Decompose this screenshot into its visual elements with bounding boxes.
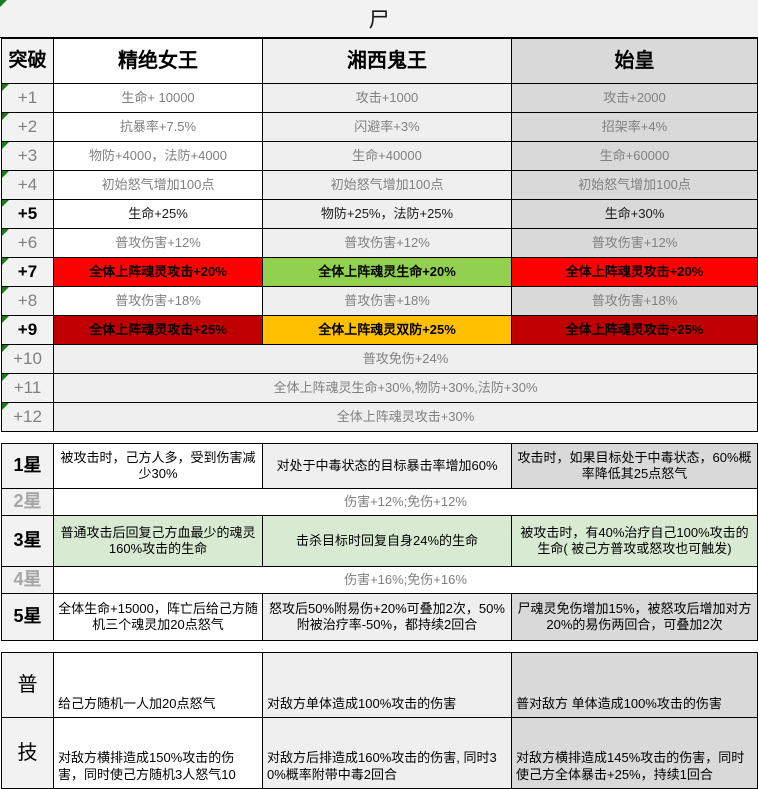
breakthrough-cell-highlight: 全体上阵魂灵生命+20%: [262, 257, 512, 287]
table-row: +1 生命+ 10000 攻击+1000 攻击+2000: [1, 83, 758, 113]
breakthrough-level-label: +3: [1, 141, 54, 171]
star-level-label: 2星: [1, 488, 54, 516]
breakthrough-cell: 招架率+4%: [511, 112, 758, 142]
breakthrough-cell-highlight: 全体上阵魂灵双防+25%: [262, 315, 512, 345]
star-cell-merged: 伤害+12%;免伤+12%: [53, 488, 758, 516]
table-row: +6 普攻伤害+12% 普攻伤害+12% 普攻伤害+12%: [1, 228, 758, 258]
breakthrough-level-label: +9: [1, 315, 54, 345]
breakthrough-cell-highlight: 全体上阵魂灵攻击+20%: [511, 257, 758, 287]
breakthrough-level-label: +12: [1, 402, 54, 432]
table-row: 3星 普通攻击后回复己方血最少的魂灵160%攻击的生命 击杀目标时回复自身24%…: [1, 515, 758, 567]
table-row: 5星 全体生命+15000，阵亡后给己方随机三个魂灵加20点怒气 怒攻后50%附…: [1, 593, 758, 641]
skill-cell: 给己方随机一人加20点怒气: [53, 652, 263, 718]
star-table: 1星 被攻击时，己方人多，受到伤害减少30% 对处于中毒状态的目标暴击率增加60…: [1, 443, 758, 641]
breakthrough-level-label: +2: [1, 112, 54, 142]
table-row: +12 全体上阵魂灵攻击+30%: [1, 402, 758, 432]
breakthrough-header-row: 突破 精绝女王 湘西鬼王 始皇: [1, 38, 758, 84]
column-header-shihuang: 始皇: [511, 38, 758, 84]
table-row: 普 给己方随机一人加20点怒气 对敌方单体造成100%攻击的伤害 普对敌方 单体…: [1, 652, 758, 718]
breakthrough-cell: 攻击+1000: [262, 83, 512, 113]
breakthrough-level-label: +8: [1, 286, 54, 316]
breakthrough-cell-highlight: 全体上阵魂灵攻击+25%: [53, 315, 263, 345]
skill-cell: 对敌方横排造成145%攻击的伤害，同时使己方全体暴击+25%，持续1回合: [511, 717, 758, 789]
skill-table: 普 给己方随机一人加20点怒气 对敌方单体造成100%攻击的伤害 普对敌方 单体…: [1, 652, 758, 789]
breakthrough-cell: 生命+60000: [511, 141, 758, 171]
breakthrough-cell-merged: 全体上阵魂灵攻击+30%: [53, 402, 758, 432]
breakthrough-table: 突破 精绝女王 湘西鬼王 始皇 +1 生命+ 10000 攻击+1000 攻击+…: [1, 38, 758, 432]
table-row: +10 普攻免伤+24%: [1, 344, 758, 374]
breakthrough-cell: 生命+30%: [511, 199, 758, 229]
star-cell: 被攻击时，己方人多，受到伤害减少30%: [53, 443, 263, 489]
breakthrough-cell: 生命+25%: [53, 199, 263, 229]
page-title: 尸: [368, 8, 390, 32]
breakthrough-cell: 物防+4000，法防+4000: [53, 141, 263, 171]
skill-cell: 普对敌方 单体造成100%攻击的伤害: [511, 652, 758, 718]
breakthrough-cell: 普攻伤害+18%: [262, 286, 512, 316]
breakthrough-level-label: +5: [1, 199, 54, 229]
star-cell: 怒攻后50%附易伤+20%可叠加2次，50%附被治疗率-50%，都持续2回合: [262, 593, 512, 641]
star-level-label: 5星: [1, 593, 54, 641]
breakthrough-cell-highlight: 全体上阵魂灵攻击+25%: [511, 315, 758, 345]
breakthrough-cell: 普攻伤害+12%: [53, 228, 263, 258]
page-title-band: 尸: [0, 0, 758, 38]
breakthrough-level-label: +7: [1, 257, 54, 287]
breakthrough-cell: 初始怒气增加100点: [262, 170, 512, 200]
star-cell: 攻击时，如果目标处于中毒状态，60%概率降低其25点怒气: [511, 443, 758, 489]
breakthrough-cell: 攻击+2000: [511, 83, 758, 113]
breakthrough-level-label: +6: [1, 228, 54, 258]
breakthrough-cell: 普攻伤害+18%: [511, 286, 758, 316]
section-spacer-2: [0, 641, 758, 652]
skill-cell: 对敌方单体造成100%攻击的伤害: [262, 652, 512, 718]
table-row: 4星 伤害+16%;免伤+16%: [1, 566, 758, 594]
breakthrough-cell: 普攻伤害+12%: [511, 228, 758, 258]
breakthrough-cell: 闪避率+3%: [262, 112, 512, 142]
star-cell: 普通攻击后回复己方血最少的魂灵160%攻击的生命: [53, 515, 263, 567]
breakthrough-cell: 生命+40000: [262, 141, 512, 171]
table-row: +4 初始怒气增加100点 初始怒气增加100点 初始怒气增加100点: [1, 170, 758, 200]
star-cell: 击杀目标时回复自身24%的生命: [262, 515, 512, 567]
section-spacer-1: [0, 432, 758, 443]
star-level-label: 4星: [1, 566, 54, 594]
star-level-label: 1星: [1, 443, 54, 489]
table-row: +9 全体上阵魂灵攻击+25% 全体上阵魂灵双防+25% 全体上阵魂灵攻击+25…: [1, 315, 758, 345]
skill-cell: 对敌方后排造成160%攻击的伤害, 同时30%概率附带中毒2回合: [262, 717, 512, 789]
table-row: +5 生命+25% 物防+25%，法防+25% 生命+30%: [1, 199, 758, 229]
breakthrough-cell-merged: 全体上阵魂灵生命+30%,物防+30%,法防+30%: [53, 373, 758, 403]
skill-type-label-special: 技: [1, 717, 54, 789]
breakthrough-cell: 初始怒气增加100点: [53, 170, 263, 200]
column-header-xiangxiguiwang: 湘西鬼王: [262, 38, 512, 84]
breakthrough-level-label: +10: [1, 344, 54, 374]
breakthrough-level-label: +4: [1, 170, 54, 200]
table-row: +2 抗暴率+7.5% 闪避率+3% 招架率+4%: [1, 112, 758, 142]
table-row: +3 物防+4000，法防+4000 生命+40000 生命+60000: [1, 141, 758, 171]
star-cell: 对处于中毒状态的目标暴击率增加60%: [262, 443, 512, 489]
table-row: +8 普攻伤害+18% 普攻伤害+18% 普攻伤害+18%: [1, 286, 758, 316]
star-cell: 被攻击时，有40%治疗自己100%攻击的生命( 被己方普攻或怒攻也可触发): [511, 515, 758, 567]
skill-type-label-normal: 普: [1, 652, 54, 718]
star-cell-merged: 伤害+16%;免伤+16%: [53, 566, 758, 594]
breakthrough-cell: 物防+25%，法防+25%: [262, 199, 512, 229]
table-row: 1星 被攻击时，己方人多，受到伤害减少30% 对处于中毒状态的目标暴击率增加60…: [1, 443, 758, 489]
table-row: 2星 伤害+12%;免伤+12%: [1, 488, 758, 516]
breakthrough-level-label: +1: [1, 83, 54, 113]
table-row: +7 全体上阵魂灵攻击+20% 全体上阵魂灵生命+20% 全体上阵魂灵攻击+20…: [1, 257, 758, 287]
star-cell: 尸魂灵免伤增加15%，被怒攻后增加对方20%的易伤两回合，可叠加2次: [511, 593, 758, 641]
breakthrough-level-label: +11: [1, 373, 54, 403]
skill-cell: 对敌方横排造成150%攻击的伤害，同时使己方随机3人怒气10: [53, 717, 263, 789]
breakthrough-cell: 普攻伤害+12%: [262, 228, 512, 258]
breakthrough-cell: 生命+ 10000: [53, 83, 263, 113]
star-level-label: 3星: [1, 515, 54, 567]
star-cell: 全体生命+15000，阵亡后给己方随机三个魂灵加20点怒气: [53, 593, 263, 641]
breakthrough-header-lead: 突破: [1, 38, 54, 84]
breakthrough-cell: 初始怒气增加100点: [511, 170, 758, 200]
column-header-jingjuenvwang: 精绝女王: [53, 38, 263, 84]
table-row: +11 全体上阵魂灵生命+30%,物防+30%,法防+30%: [1, 373, 758, 403]
breakthrough-cell-merged: 普攻免伤+24%: [53, 344, 758, 374]
table-row: 技 对敌方横排造成150%攻击的伤害，同时使己方随机3人怒气10 对敌方后排造成…: [1, 717, 758, 789]
breakthrough-cell: 抗暴率+7.5%: [53, 112, 263, 142]
breakthrough-cell: 普攻伤害+18%: [53, 286, 263, 316]
breakthrough-cell-highlight: 全体上阵魂灵攻击+20%: [53, 257, 263, 287]
